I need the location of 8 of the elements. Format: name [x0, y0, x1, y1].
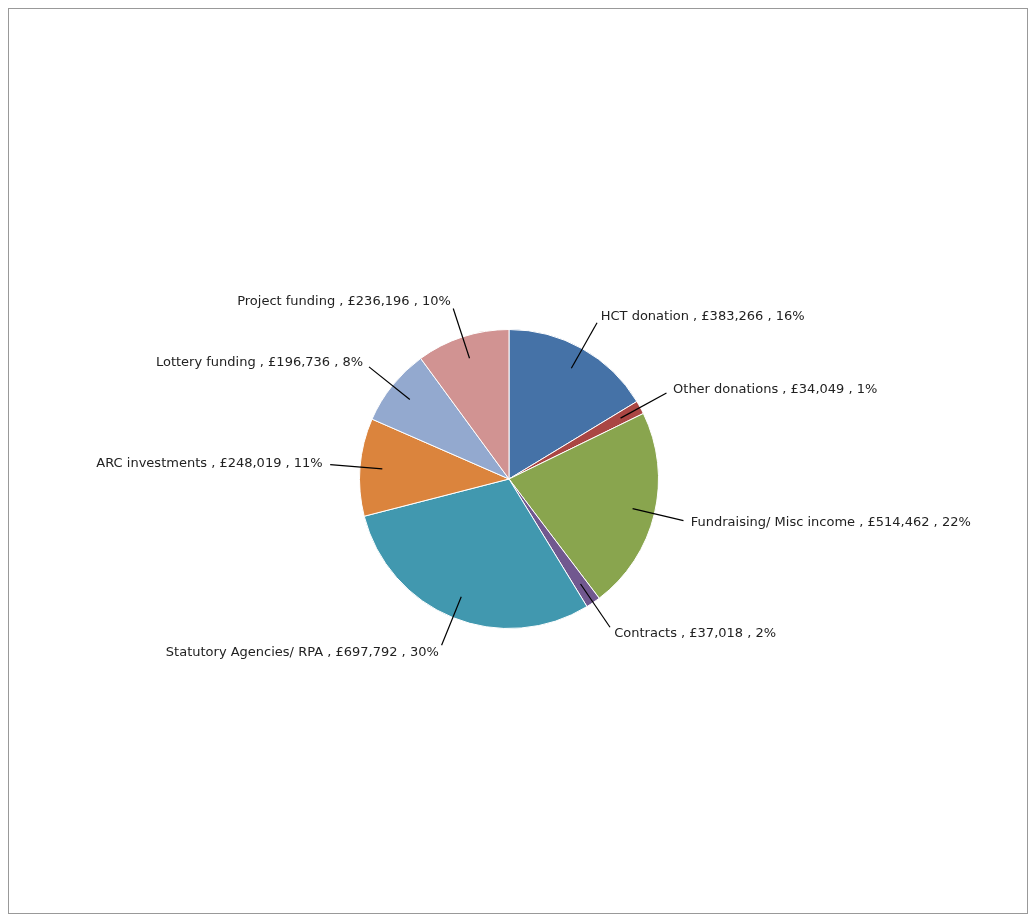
slice-label: Fundraising/ Misc income , £514,462 , 22% [690, 513, 971, 529]
slice-label: Project funding , £236,196 , 10% [237, 292, 451, 308]
slice-label: Contracts , £37,018 , 2% [614, 624, 777, 640]
slice-label: Other donations , £34,049 , 1% [673, 380, 878, 396]
slice-label: HCT donation , £383,266 , 16% [600, 307, 805, 323]
slice-label: Lottery funding , £196,736 , 8% [155, 353, 364, 369]
slice-label: Statutory Agencies/ RPA , £697,792 , 30% [165, 643, 439, 659]
slice-label: ARC investments , £248,019 , 11% [96, 455, 323, 471]
